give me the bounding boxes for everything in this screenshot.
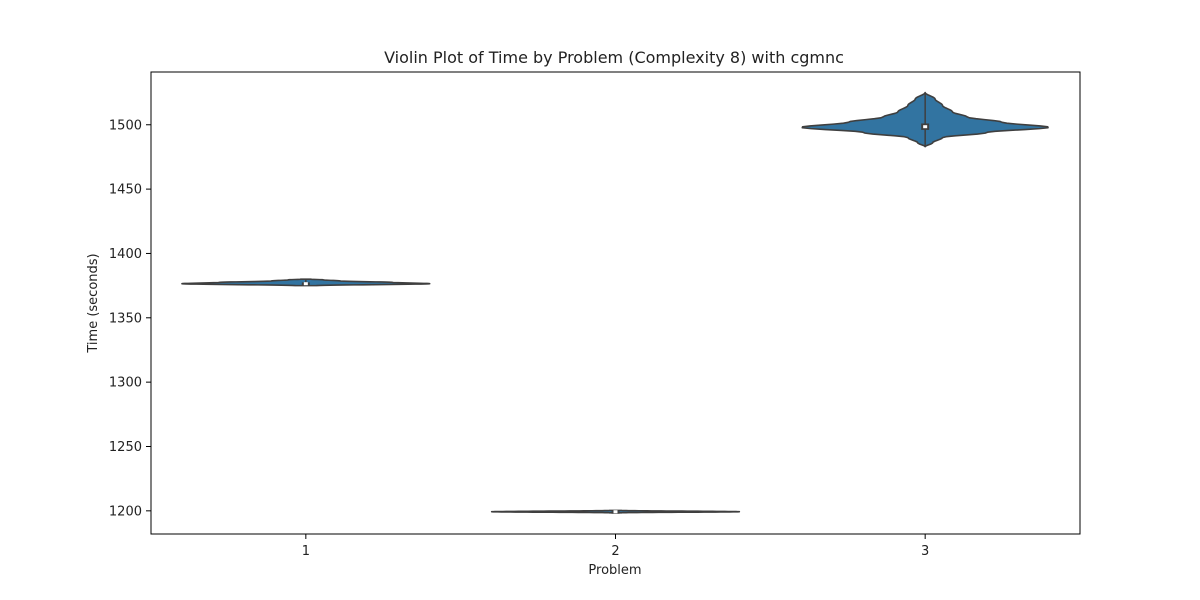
x-tick-label: 3 [921, 544, 929, 559]
y-tick-label: 1200 [109, 504, 142, 519]
y-tick-label: 1500 [109, 118, 142, 133]
x-tick-label: 2 [611, 544, 619, 559]
violin-median-1 [303, 282, 308, 286]
y-tick-label: 1350 [109, 311, 142, 326]
chart-title: Violin Plot of Time by Problem (Complexi… [384, 48, 844, 67]
y-tick-label: 1300 [109, 376, 142, 391]
violin-median-2 [613, 510, 618, 514]
y-tick-label: 1400 [109, 247, 142, 262]
x-tick-label: 1 [302, 544, 310, 559]
y-tick-label: 1250 [109, 440, 142, 455]
y-axis-label: Time (seconds) [86, 253, 101, 353]
violins-group [181, 91, 1049, 514]
x-axis: 1 2 3 [302, 534, 929, 559]
y-tick-label: 1450 [109, 183, 142, 198]
violin-median-3 [923, 125, 928, 129]
y-axis: 1200 1250 1300 1350 1400 1450 1500 [109, 118, 151, 519]
x-axis-label: Problem [588, 563, 641, 578]
